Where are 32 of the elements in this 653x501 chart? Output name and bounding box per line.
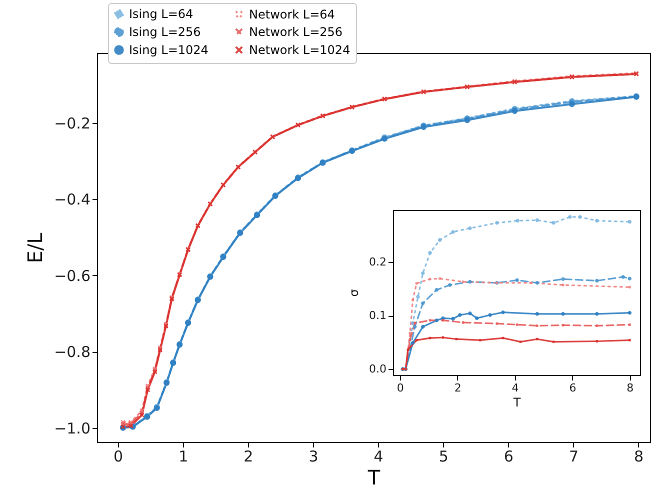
x-tick-label: 7 xyxy=(568,448,579,466)
x-tick-label: 5 xyxy=(438,448,448,466)
y-axis-title: E/L xyxy=(23,232,48,264)
x-tick-label: 2 xyxy=(244,448,254,466)
x-tick-label: 0 xyxy=(396,382,404,394)
y-tick-label: −0.2 xyxy=(54,114,90,132)
legend-label: Network L=256 xyxy=(249,25,343,39)
y-tick-label: −1.0 xyxy=(54,419,90,438)
x-tick-label: 6 xyxy=(504,448,514,466)
x-axis-title: T xyxy=(512,396,522,410)
x-tick-label: 4 xyxy=(374,448,384,466)
y-tick-label: −0.4 xyxy=(54,190,90,209)
x-tick-label: 1 xyxy=(178,448,188,466)
x-tick-label: 4 xyxy=(512,382,519,394)
legend-label: Ising L=1024 xyxy=(129,43,208,57)
x-tick-label: 8 xyxy=(634,448,644,466)
y-tick-label: 0.2 xyxy=(369,255,386,268)
y-tick-label: 0.0 xyxy=(369,362,386,376)
legend-label: Network L=1024 xyxy=(249,43,350,57)
legend-label: Network L=64 xyxy=(249,7,335,22)
y-tick-label: 0.1 xyxy=(369,309,386,322)
x-tick-label: 0 xyxy=(114,448,124,466)
y-tick-label: −0.8 xyxy=(54,343,90,362)
legend-label: Ising L=64 xyxy=(129,7,194,22)
x-tick-label: 6 xyxy=(569,382,576,394)
x-axis-title: T xyxy=(366,466,381,490)
x-tick-label: 8 xyxy=(626,382,634,394)
y-tick-label: −0.6 xyxy=(54,266,90,285)
y-axis-title: σ xyxy=(347,288,362,297)
x-tick-label: 2 xyxy=(454,382,462,394)
x-tick-label: 3 xyxy=(308,448,318,466)
legend-label: Ising L=256 xyxy=(129,25,201,39)
